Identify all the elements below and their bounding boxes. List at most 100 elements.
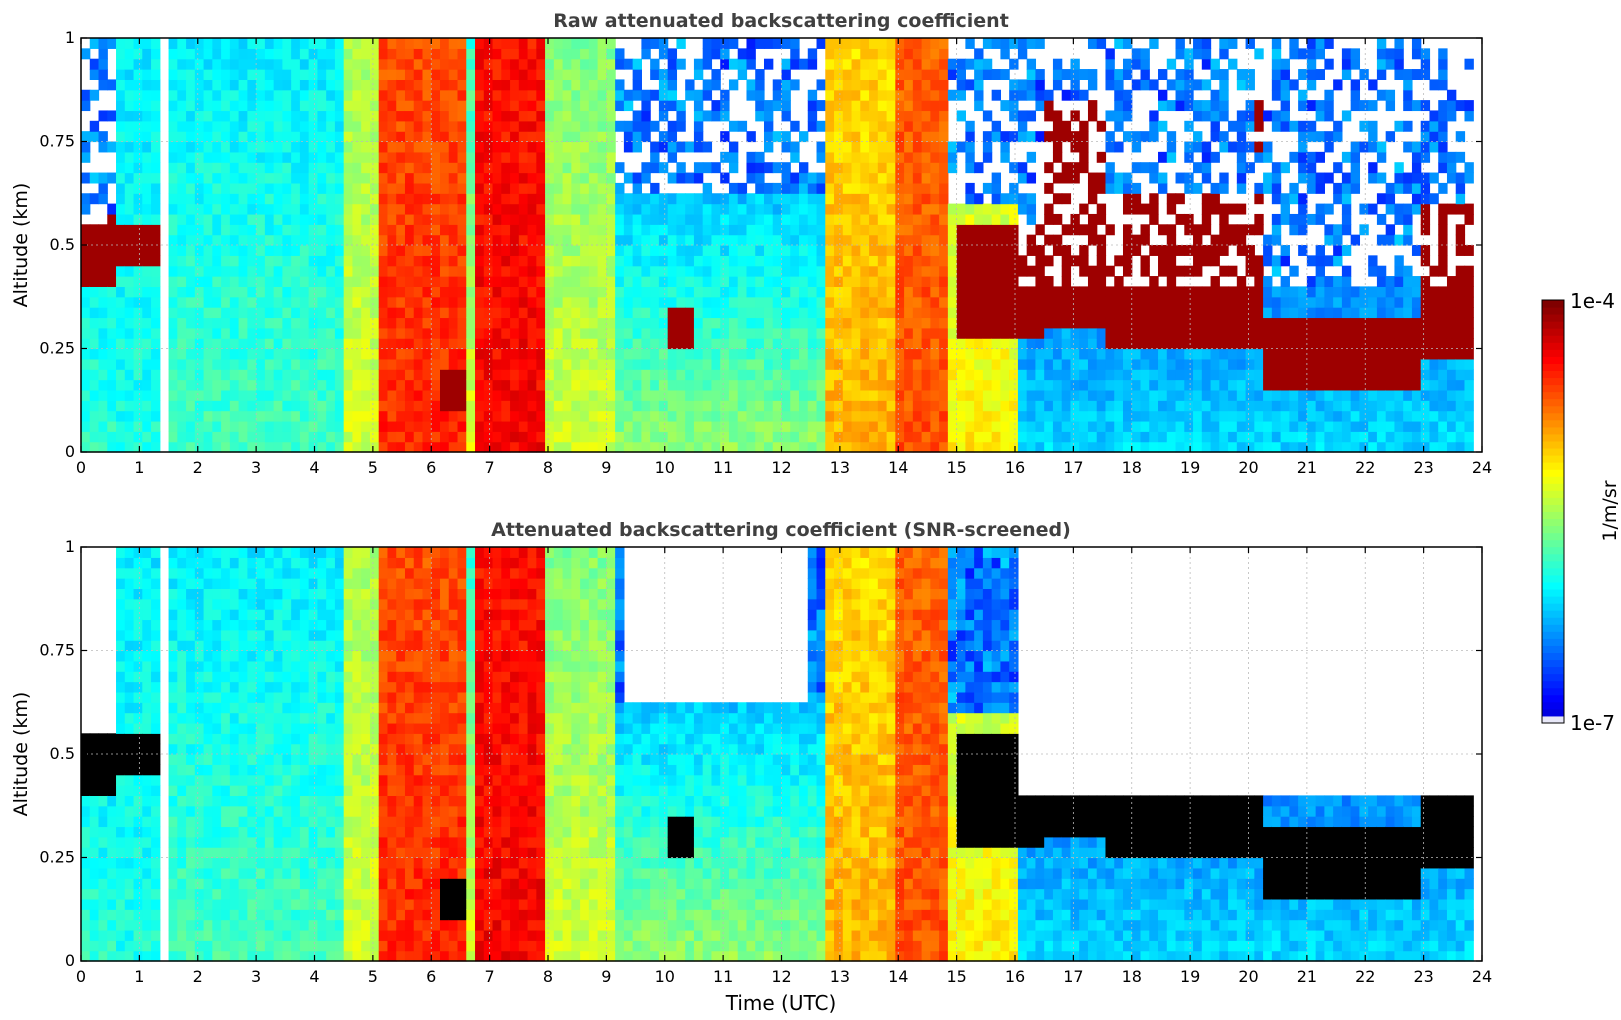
heatmap-cell — [1026, 38, 1037, 49]
heatmap-cell — [545, 213, 555, 225]
heatmap-cell — [904, 338, 914, 350]
heatmap-cell — [912, 162, 923, 174]
heatmap-cell — [177, 89, 187, 101]
heatmap-cell — [1000, 379, 1010, 391]
heatmap-cell — [483, 338, 494, 350]
heatmap-cell — [282, 193, 292, 205]
heatmap-cell — [1271, 317, 1282, 329]
heatmap-cell — [475, 141, 485, 153]
heatmap-cell — [580, 162, 590, 174]
heatmap-cell — [273, 151, 283, 163]
heatmap-cell — [142, 441, 152, 453]
heatmap-cell — [361, 296, 371, 308]
heatmap-cell — [1026, 89, 1037, 101]
heatmap-cell — [904, 79, 914, 91]
heatmap-cell — [1035, 69, 1045, 80]
heatmap-cell — [483, 441, 494, 453]
heatmap-cell — [1228, 141, 1238, 153]
heatmap-cell — [1087, 358, 1098, 370]
heatmap-cell — [334, 38, 345, 49]
heatmap-cell — [982, 338, 993, 350]
heatmap-cell — [991, 369, 1002, 381]
heatmap-cell — [212, 441, 222, 453]
heatmap-cell — [527, 203, 537, 215]
heatmap-cell — [711, 234, 721, 246]
heatmap-cell — [1026, 286, 1037, 298]
heatmap-cell — [562, 100, 572, 112]
heatmap-cell — [615, 307, 625, 319]
heatmap-cell — [965, 338, 975, 350]
heatmap-cell — [536, 203, 546, 215]
heatmap-cell — [720, 389, 730, 401]
heatmap-cell — [378, 182, 389, 194]
heatmap-cell — [203, 120, 213, 132]
heatmap-cell — [650, 141, 660, 153]
heatmap-cell — [186, 286, 196, 298]
heatmap-cell — [571, 213, 581, 225]
heatmap-cell — [1140, 338, 1150, 350]
heatmap-cell — [221, 358, 231, 370]
heatmap-cell — [308, 162, 319, 174]
heatmap-cell — [965, 203, 975, 215]
heatmap-cell — [212, 162, 222, 174]
heatmap-cell — [299, 389, 310, 401]
heatmap-cell — [1017, 203, 1028, 215]
heatmap-cell — [334, 431, 345, 443]
heatmap-cell — [317, 38, 327, 49]
heatmap-cell — [667, 213, 678, 225]
heatmap-cell — [1219, 410, 1229, 422]
heatmap-cell — [247, 286, 257, 298]
heatmap-cell — [422, 193, 432, 205]
heatmap-cell — [404, 245, 415, 256]
heatmap-cell — [720, 151, 730, 163]
heatmap-cell — [404, 400, 415, 412]
heatmap-cell — [282, 286, 292, 298]
heatmap-cell — [501, 79, 511, 91]
heatmap-cell — [1052, 348, 1063, 360]
heatmap-cell — [623, 234, 634, 246]
heatmap-cell — [1026, 69, 1037, 80]
heatmap-cell — [1009, 369, 1019, 381]
heatmap-cell — [378, 203, 389, 215]
heatmap-cell — [194, 213, 205, 225]
heatmap-cell — [650, 224, 660, 236]
heatmap-cell — [763, 369, 774, 381]
heatmap-cell — [273, 213, 283, 225]
heatmap-cell — [641, 224, 651, 236]
heatmap-cell — [457, 441, 467, 453]
heatmap-cell — [352, 58, 362, 70]
heatmap-cell — [536, 431, 546, 443]
heatmap-cell — [308, 255, 319, 267]
heatmap-cell — [501, 276, 511, 287]
heatmap-cell — [1035, 338, 1045, 350]
heatmap-cell — [212, 151, 222, 163]
heatmap-cell — [247, 203, 257, 215]
heatmap-cell — [702, 162, 713, 174]
heatmap-cell — [334, 245, 345, 256]
heatmap-cell — [676, 327, 686, 339]
heatmap-cell — [746, 410, 756, 422]
heatmap-cell — [221, 431, 231, 443]
heatmap-cell — [422, 234, 432, 246]
heatmap-cell — [545, 389, 555, 401]
heatmap-cell — [1193, 420, 1203, 432]
heatmap-cell — [369, 203, 380, 215]
heatmap-cell — [825, 379, 835, 391]
heatmap-cell — [343, 265, 354, 277]
heatmap-cell — [387, 162, 397, 174]
heatmap-cell — [299, 89, 310, 101]
heatmap-cell — [562, 327, 572, 339]
heatmap-cell — [168, 255, 178, 267]
heatmap-cell — [151, 265, 161, 277]
heatmap-cell — [834, 245, 844, 256]
heatmap-cell — [580, 296, 590, 308]
heatmap-cell — [466, 224, 476, 236]
heatmap-cell — [641, 203, 651, 215]
heatmap-cell — [440, 265, 450, 277]
heatmap-cell — [606, 141, 616, 153]
heatmap-cell — [711, 110, 721, 122]
heatmap-cell — [212, 193, 222, 205]
heatmap-cell — [518, 307, 529, 319]
heatmap-cell — [1122, 327, 1133, 339]
heatmap-cell — [930, 182, 940, 194]
